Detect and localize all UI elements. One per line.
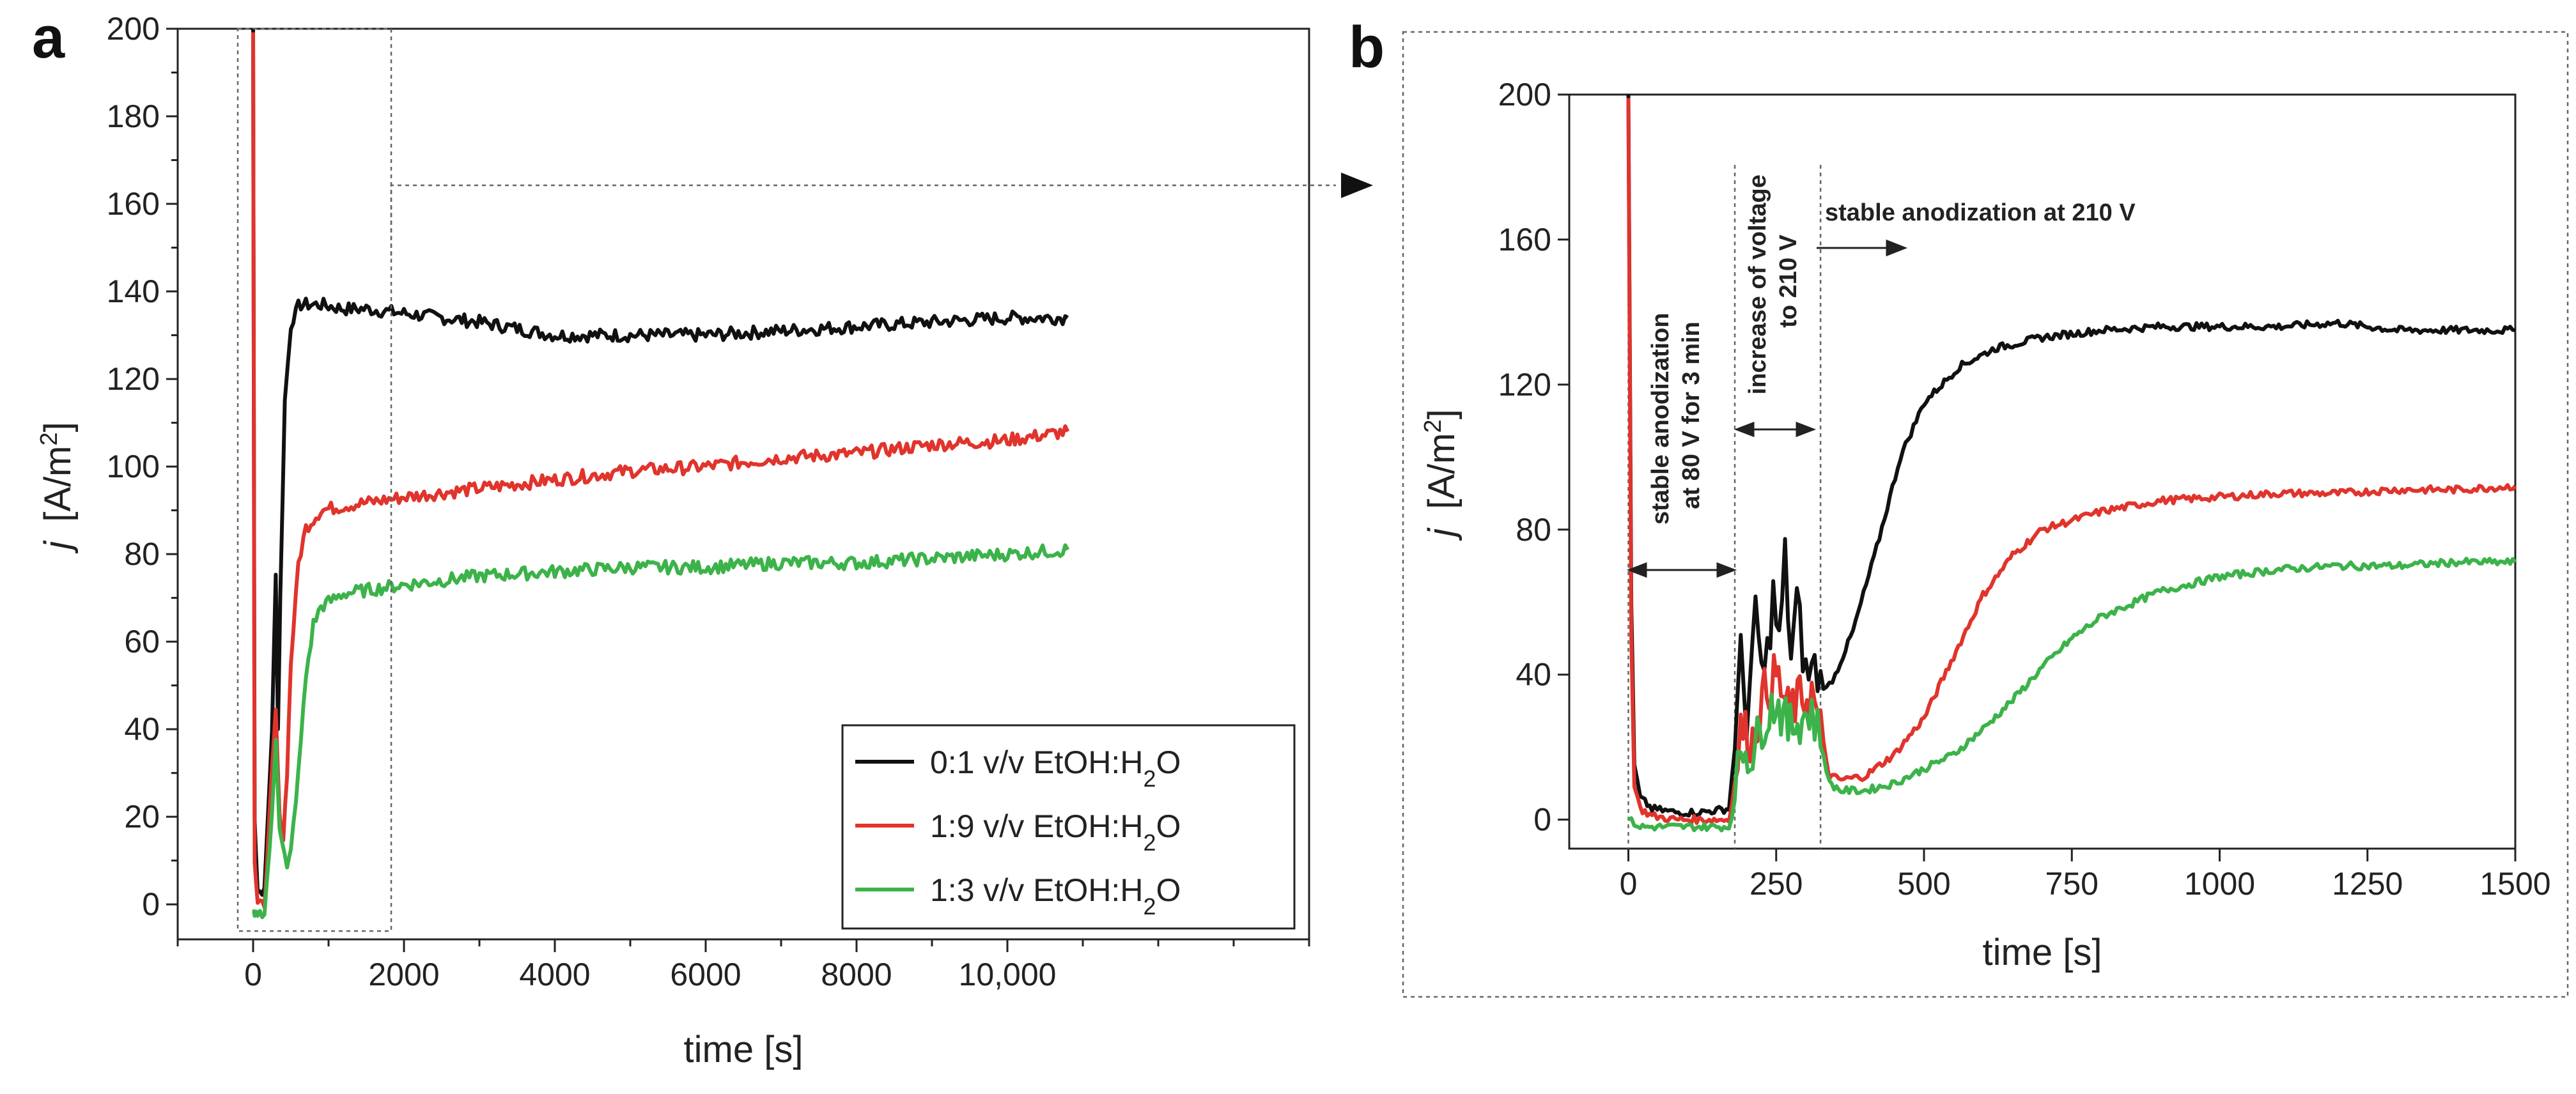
panel-b-y-axis: 0 40 80 120 160 200: [1498, 77, 1569, 838]
panel-a-y-axis-unit-sup: 2: [36, 432, 63, 445]
panel-a-y-axis-unit-end: ]: [37, 422, 79, 432]
panel-b-y-axis-symbol: j: [1421, 527, 1463, 541]
x-tick-label: 0: [244, 957, 262, 992]
x-tick-label: 1250: [2332, 866, 2403, 902]
panel-a-y-axis-title: j [A/m2]: [36, 422, 79, 554]
x-tick-label: 1000: [2184, 866, 2255, 902]
panel-b-y-axis-title: j [A/m2]: [1420, 409, 1463, 541]
legend-label-0-1: 0:1 v/v EtOH:H2O: [930, 744, 1181, 792]
x-tick-label: 500: [1897, 866, 1950, 902]
stage2-arrowhead-right: [1796, 421, 1817, 438]
panel-a-y-axis: 0 20 40 60 80 100 120 140 160 180 200: [107, 11, 178, 922]
zoom-connector-arrowhead: [1341, 173, 1373, 198]
y-tick-label: 80: [1516, 512, 1551, 548]
y-tick-label: 200: [1498, 77, 1551, 112]
panel-b-y-axis-unit-end: ]: [1421, 409, 1463, 419]
y-tick-label: 100: [107, 449, 160, 484]
x-tick-label: 8000: [821, 957, 892, 992]
x-tick-label: 1500: [2479, 866, 2550, 902]
y-tick-label: 120: [107, 361, 160, 397]
y-tick-label: 0: [1533, 802, 1551, 838]
series-line-0: [1626, 94, 2516, 818]
stage2-arrowhead-left: [1734, 421, 1755, 438]
y-tick-label: 40: [124, 711, 160, 747]
series-line-0: [251, 29, 1069, 897]
y-tick-label: 20: [124, 799, 160, 835]
panel-a-letter: a: [32, 5, 65, 70]
x-tick-label: 4000: [519, 957, 590, 992]
panel-b-outer-frame: [1402, 31, 2569, 998]
x-tick-label: 10,000: [959, 957, 1057, 992]
panel-b-series-group: [1626, 94, 2517, 833]
stage1-label: stable anodization at 80 V for 3 min: [1647, 306, 1705, 525]
panel-b-stage-arrows: [1626, 239, 1908, 578]
stage2-label: increase of voltage to 210 V: [1744, 168, 1802, 395]
y-tick-label: 180: [107, 98, 160, 134]
legend-label-1-3: 1:3 v/v EtOH:H2O: [930, 872, 1181, 920]
panel-b-chart: 0 40 80 120 160 200 0 250 500 750 1000 1250 1500 st…: [1420, 77, 2551, 973]
y-tick-label: 60: [124, 624, 160, 659]
y-tick-label: 160: [1498, 222, 1551, 258]
panel-a-y-axis-unit: [A/m: [37, 446, 79, 522]
panel-b-plot-frame: [1568, 93, 2517, 850]
panel-a-x-axis: 0 2000 4000 6000 8000 10,000: [176, 939, 1310, 992]
stage1-arrowhead-right: [1716, 562, 1737, 578]
legend-frame: [841, 724, 1296, 930]
panel-b-y-axis-unit: [A/m: [1421, 433, 1463, 509]
stage1-arrowhead-left: [1626, 562, 1647, 578]
y-tick-label: 40: [1516, 657, 1551, 693]
stage3-arrowhead: [1886, 239, 1908, 257]
panel-a-zoom-region: [237, 27, 392, 932]
x-tick-label: 750: [2045, 866, 2099, 902]
x-tick-label: 6000: [670, 957, 741, 992]
panel-b-x-axis-title: time [s]: [1983, 932, 2102, 973]
series-line-1: [1626, 98, 2517, 826]
panel-a-plot-frame: [176, 27, 1310, 941]
stage3-label: stable anodization at 210 V: [1825, 199, 2136, 226]
y-tick-label: 0: [142, 886, 160, 922]
panel-b-x-axis: 0 250 500 750 1000 1250 1500: [1620, 849, 2551, 902]
series-line-1: [251, 32, 1070, 909]
panel-a-x-axis-title: time [s]: [684, 1029, 803, 1070]
x-tick-label: 0: [1620, 866, 1638, 902]
panel-a-y-axis-symbol: j: [37, 540, 79, 554]
series-line-2: [251, 543, 1070, 920]
y-tick-label: 140: [107, 274, 160, 309]
panel-a-legend: 0:1 v/v EtOH:H2O 1:9 v/v EtOH:H2O 1:3 v/…: [841, 724, 1296, 930]
y-tick-label: 80: [124, 536, 160, 572]
y-tick-label: 120: [1498, 367, 1551, 403]
x-tick-label: 2000: [368, 957, 439, 992]
panel-b-letter: b: [1349, 15, 1385, 80]
x-tick-label: 250: [1750, 866, 1803, 902]
panel-a-chart: 0 20 40 60 80 100 120 140 160 180 200 0 2000 4000 600…: [36, 11, 1310, 1070]
zoom-connector-line: [390, 184, 1336, 256]
panel-a-series-group: [251, 29, 1070, 920]
y-tick-label: 200: [107, 11, 160, 47]
series-line-2: [1627, 557, 2517, 833]
legend-label-1-9: 1:9 v/v EtOH:H2O: [930, 808, 1181, 856]
panel-b-y-axis-unit-sup: 2: [1420, 419, 1447, 433]
y-tick-label: 160: [107, 186, 160, 222]
